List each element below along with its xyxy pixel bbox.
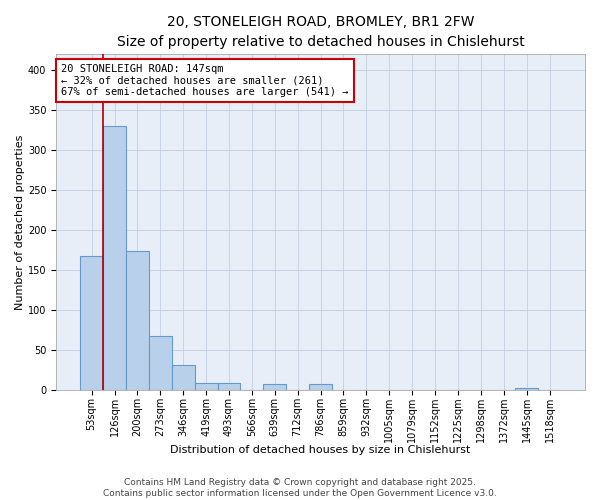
Bar xyxy=(103,126,126,390)
Bar xyxy=(309,384,332,390)
Bar xyxy=(80,256,103,390)
Bar xyxy=(149,336,172,390)
Bar xyxy=(515,388,538,390)
Text: 20 STONELEIGH ROAD: 147sqm
← 32% of detached houses are smaller (261)
67% of sem: 20 STONELEIGH ROAD: 147sqm ← 32% of deta… xyxy=(61,64,349,97)
Bar xyxy=(194,383,218,390)
Bar xyxy=(126,251,149,390)
Title: 20, STONELEIGH ROAD, BROMLEY, BR1 2FW
Size of property relative to detached hous: 20, STONELEIGH ROAD, BROMLEY, BR1 2FW Si… xyxy=(116,15,524,48)
X-axis label: Distribution of detached houses by size in Chislehurst: Distribution of detached houses by size … xyxy=(170,445,471,455)
Y-axis label: Number of detached properties: Number of detached properties xyxy=(15,134,25,310)
Bar xyxy=(263,384,286,390)
Bar xyxy=(172,364,194,390)
Text: Contains HM Land Registry data © Crown copyright and database right 2025.
Contai: Contains HM Land Registry data © Crown c… xyxy=(103,478,497,498)
Bar xyxy=(218,383,241,390)
